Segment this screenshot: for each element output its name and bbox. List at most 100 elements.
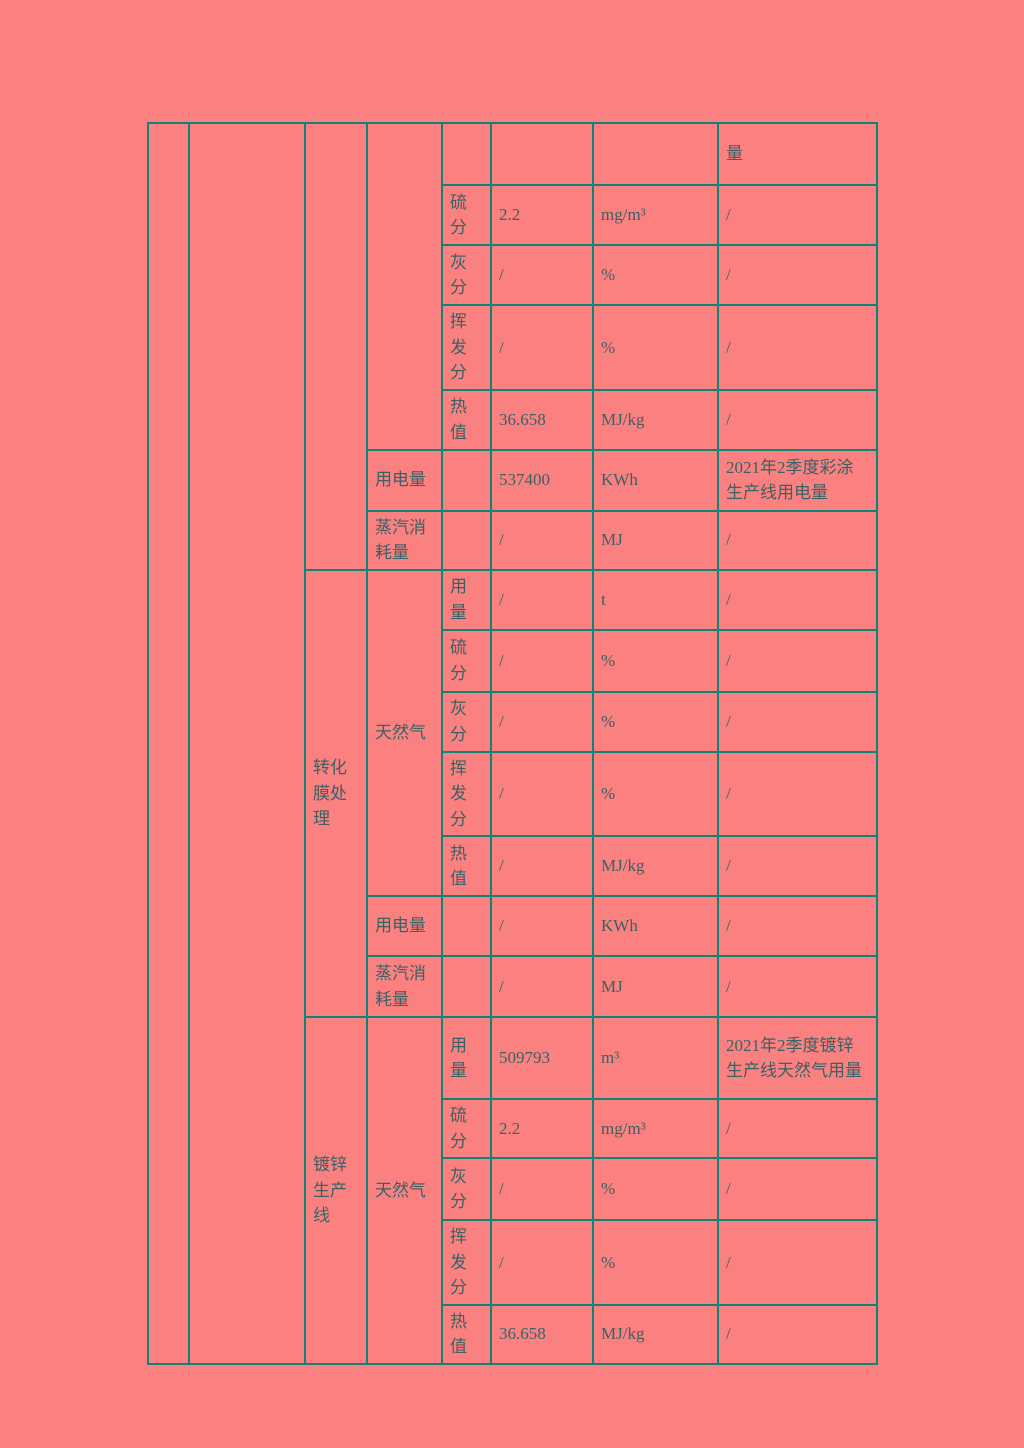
item-label-cell: 热值 bbox=[441, 388, 492, 451]
table-row: 挥发分 / % / bbox=[148, 1219, 878, 1306]
item-label-cell: 用量 bbox=[441, 568, 492, 631]
table-row: 挥发分 / % / bbox=[148, 750, 878, 837]
value-cell: / bbox=[490, 1219, 594, 1306]
fuel-label-cell-gas: 天然气 bbox=[366, 568, 443, 897]
energy-consumption-table: 量 硫分 2.2 mg/m³ / 灰分 / % / 挥发分 / % / 热值 3… bbox=[147, 122, 878, 1365]
table-row: 灰分 / % / bbox=[148, 244, 878, 306]
unit-cell: MJ/kg bbox=[592, 1303, 719, 1365]
item-label-cell: 硫分 bbox=[441, 628, 492, 693]
unit-cell: % bbox=[592, 304, 719, 391]
value-cell: / bbox=[490, 568, 594, 631]
table-row: 热值 36.658 MJ/kg / bbox=[148, 388, 878, 451]
empty-item-cell bbox=[441, 509, 492, 571]
value-cell: / bbox=[490, 895, 594, 957]
fuel-label-cell-gas: 天然气 bbox=[366, 1016, 443, 1365]
item-label-cell: 用量 bbox=[441, 1016, 492, 1100]
unit-cell: MJ bbox=[592, 955, 719, 1018]
remark-cell: 量 bbox=[717, 122, 878, 186]
table-row: 转化膜处理 天然气 用量 / t / bbox=[148, 568, 878, 1018]
unit-cell: m³ bbox=[592, 1016, 719, 1100]
table-row: 用电量 537400 KWh 2021年2季度彩涂生产线用电量 bbox=[148, 448, 878, 512]
value-cell: 36.658 bbox=[490, 388, 594, 451]
unit-cell: KWh bbox=[592, 895, 719, 957]
remark-cell: 2021年2季度彩涂生产线用电量 bbox=[717, 448, 878, 512]
spanner-cell-col1 bbox=[147, 122, 190, 1365]
empty-item-cell bbox=[441, 955, 492, 1018]
value-cell: / bbox=[490, 750, 594, 837]
fuel-label-cell-steam: 蒸汽消耗量 bbox=[366, 509, 443, 571]
item-label-cell: 灰分 bbox=[441, 1157, 492, 1221]
remark-cell: / bbox=[717, 1303, 878, 1365]
remark-cell: / bbox=[717, 955, 878, 1018]
item-label-cell: 硫分 bbox=[441, 1098, 492, 1159]
unit-cell: % bbox=[592, 690, 719, 753]
value-cell: 537400 bbox=[490, 448, 594, 512]
value-cell: 2.2 bbox=[490, 1098, 594, 1159]
remark-cell: / bbox=[717, 304, 878, 391]
unit-cell: % bbox=[592, 750, 719, 837]
item-label-cell: 热值 bbox=[441, 835, 492, 897]
fuel-label-cell-electricity: 用电量 bbox=[366, 895, 443, 957]
value-cell: 36.658 bbox=[490, 1303, 594, 1365]
remark-cell: / bbox=[717, 1157, 878, 1221]
empty-item-cell bbox=[441, 448, 492, 512]
remark-cell: / bbox=[717, 568, 878, 631]
table-row: 用电量 / KWh / bbox=[148, 895, 878, 957]
table-row: 蒸汽消耗量 / MJ / bbox=[148, 509, 878, 571]
value-cell bbox=[490, 122, 594, 186]
table-row: 蒸汽消耗量 / MJ / bbox=[148, 955, 878, 1018]
fuel-label-cell-electricity: 用电量 bbox=[366, 448, 443, 512]
value-cell: / bbox=[490, 628, 594, 693]
unit-cell: MJ/kg bbox=[592, 835, 719, 897]
unit-cell: % bbox=[592, 1157, 719, 1221]
table-row: 镀锌生产线 天然气 用量 509793 m³ 2021年2季度镀锌生产线天然气用… bbox=[148, 1016, 878, 1365]
unit-cell: % bbox=[592, 1219, 719, 1306]
value-cell: / bbox=[490, 244, 594, 306]
remark-cell: / bbox=[717, 895, 878, 957]
remark-cell: 2021年2季度镀锌生产线天然气用量 bbox=[717, 1016, 878, 1100]
section-label-cell-carryover bbox=[304, 122, 368, 571]
item-label-cell: 灰分 bbox=[441, 244, 492, 306]
table-row: 热值 36.658 MJ/kg / bbox=[148, 1303, 878, 1365]
section-label-cell-conversion-film: 转化膜处理 bbox=[304, 568, 368, 1018]
value-cell: / bbox=[490, 304, 594, 391]
table-row: 热值 / MJ/kg / bbox=[148, 835, 878, 897]
unit-cell: MJ/kg bbox=[592, 388, 719, 451]
value-cell: 2.2 bbox=[490, 184, 594, 246]
remark-cell: / bbox=[717, 1098, 878, 1159]
value-cell: / bbox=[490, 690, 594, 753]
unit-cell: % bbox=[592, 628, 719, 693]
table-row: 灰分 / % / bbox=[148, 1157, 878, 1221]
unit-cell: mg/m³ bbox=[592, 184, 719, 246]
table-row: 灰分 / % / bbox=[148, 690, 878, 753]
fuel-label-cell-carryover bbox=[366, 122, 443, 451]
unit-cell: % bbox=[592, 244, 719, 306]
item-label-cell: 挥发分 bbox=[441, 1219, 492, 1306]
item-label-cell: 热值 bbox=[441, 1303, 492, 1365]
remark-cell: / bbox=[717, 750, 878, 837]
value-cell: / bbox=[490, 955, 594, 1018]
fuel-label-cell-steam: 蒸汽消耗量 bbox=[366, 955, 443, 1018]
remark-cell: / bbox=[717, 1219, 878, 1306]
item-label-cell: 硫分 bbox=[441, 184, 492, 246]
remark-cell: / bbox=[717, 184, 878, 246]
remark-cell: / bbox=[717, 388, 878, 451]
item-label-cell: 挥发分 bbox=[441, 304, 492, 391]
item-label-cell bbox=[441, 122, 492, 186]
unit-cell: mg/m³ bbox=[592, 1098, 719, 1159]
value-cell: 509793 bbox=[490, 1016, 594, 1100]
value-cell: / bbox=[490, 1157, 594, 1221]
remark-cell: / bbox=[717, 509, 878, 571]
unit-cell bbox=[592, 122, 719, 186]
value-cell: / bbox=[490, 509, 594, 571]
remark-cell: / bbox=[717, 244, 878, 306]
remark-cell: / bbox=[717, 690, 878, 753]
spanner-cell-col2 bbox=[188, 122, 306, 1365]
unit-cell: t bbox=[592, 568, 719, 631]
value-cell: / bbox=[490, 835, 594, 897]
item-label-cell: 灰分 bbox=[441, 690, 492, 753]
table-row: 硫分 / % / bbox=[148, 628, 878, 693]
remark-cell: / bbox=[717, 628, 878, 693]
remark-cell: / bbox=[717, 835, 878, 897]
table-row: 挥发分 / % / bbox=[148, 304, 878, 391]
